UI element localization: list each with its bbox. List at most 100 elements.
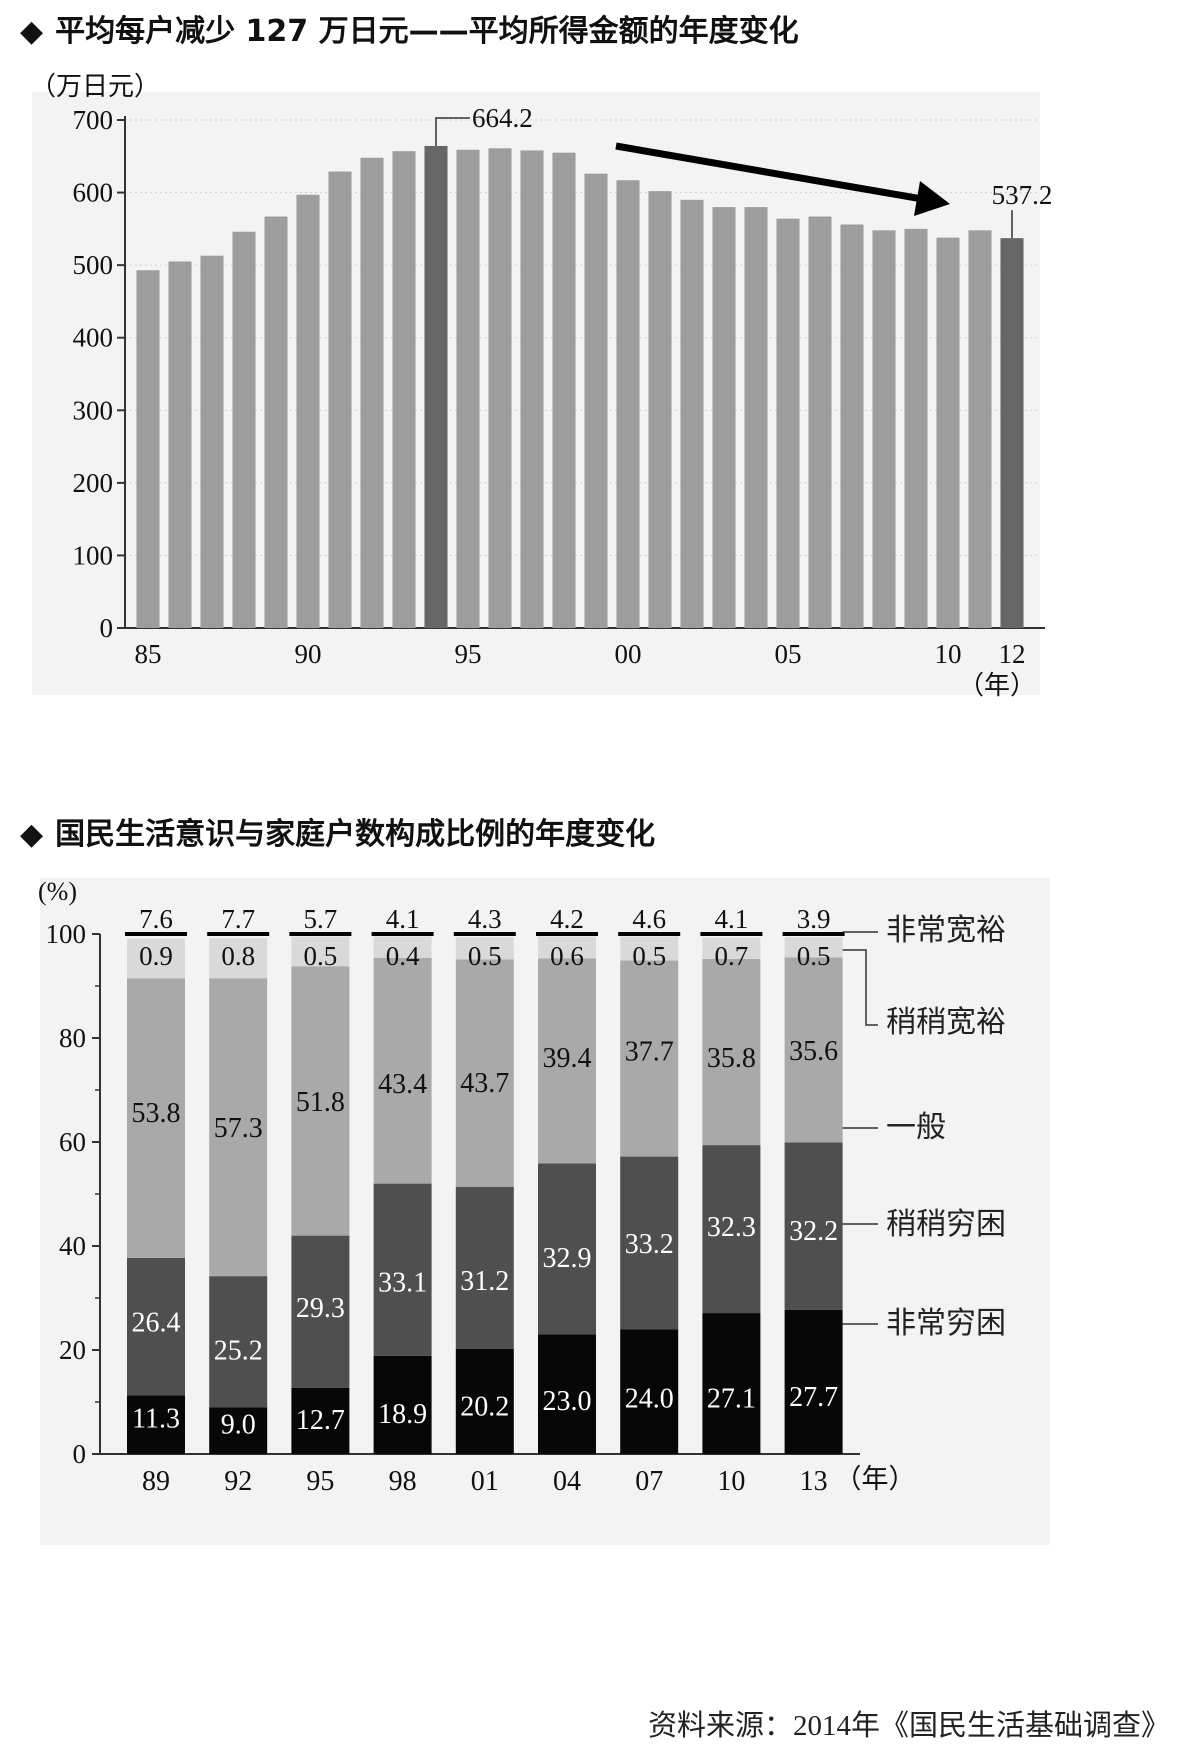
bar-segment-very-poor bbox=[784, 1309, 843, 1454]
bar-segment-average bbox=[784, 957, 843, 1143]
source-note: 资料来源：2014年《国民生活基础调查》 bbox=[647, 1710, 1170, 1742]
bar bbox=[616, 180, 640, 628]
bar bbox=[872, 230, 896, 628]
bar-segment-very-poor bbox=[455, 1348, 514, 1454]
x-tick-label: 85 bbox=[135, 639, 162, 669]
bar-segment-very-poor bbox=[620, 1329, 679, 1454]
x-tick-label: 89 bbox=[142, 1466, 170, 1497]
bar-segment-average bbox=[702, 958, 761, 1146]
bar-segment-somewhat-well-off bbox=[455, 937, 514, 960]
bar bbox=[264, 216, 288, 628]
x-tick-label: 04 bbox=[553, 1466, 581, 1497]
bar bbox=[680, 199, 704, 629]
bar-segment-somewhat-poor bbox=[127, 1257, 185, 1396]
x-tick-label: 92 bbox=[224, 1466, 252, 1497]
bar bbox=[488, 148, 512, 628]
x-tick-label: 13 bbox=[800, 1466, 828, 1497]
y-axis-unit-label: (%) bbox=[38, 877, 77, 906]
legend-label-very-poor: 非常穷困 bbox=[886, 1307, 1006, 1340]
value-label-very-well-off: 0.5 bbox=[304, 941, 338, 971]
value-label-very-well-off: 0.8 bbox=[221, 941, 255, 971]
x-axis-unit-label: （年） bbox=[835, 1464, 916, 1494]
diamond-bullet-icon: ◆ bbox=[20, 14, 44, 49]
chart1-title: ◆ 平均每户减少 127 万日元——平均所得金额的年度变化 bbox=[20, 6, 799, 50]
y-tick-label: 20 bbox=[59, 1335, 86, 1365]
bar bbox=[968, 230, 992, 628]
x-tick-label: 95 bbox=[306, 1466, 334, 1497]
value-label-very-poor: 27.1 bbox=[707, 1384, 756, 1415]
peak-value-label: 664.2 bbox=[472, 103, 533, 133]
x-tick-label: 01 bbox=[471, 1466, 499, 1497]
bar-segment-average bbox=[620, 960, 679, 1157]
bar-segment-somewhat-well-off bbox=[784, 937, 843, 958]
x-tick-label: 07 bbox=[635, 1466, 663, 1497]
value-label-somewhat-poor: 26.4 bbox=[132, 1308, 181, 1339]
x-tick-label: 90 bbox=[295, 639, 322, 669]
value-label-very-poor: 12.7 bbox=[296, 1405, 345, 1436]
value-label-somewhat-poor: 33.2 bbox=[625, 1229, 674, 1260]
y-tick-label: 0 bbox=[73, 1439, 87, 1469]
value-label-somewhat-well-off: 4.3 bbox=[468, 904, 502, 934]
bar bbox=[584, 173, 608, 628]
value-label-average: 51.8 bbox=[296, 1087, 345, 1118]
bar-segment-average bbox=[291, 966, 350, 1236]
legend-label-average: 一般 bbox=[886, 1111, 946, 1144]
value-label-somewhat-well-off: 4.6 bbox=[632, 904, 666, 934]
life-consciousness-stacked-chart: 0 20 40 60 80 100 (%) 11.3 26.4 53.8 7.6 0.9 89 9.0 25… bbox=[38, 877, 1050, 1545]
bar bbox=[360, 157, 384, 629]
value-label-somewhat-poor: 32.3 bbox=[707, 1212, 756, 1243]
bar-segment-somewhat-poor bbox=[209, 1276, 268, 1408]
legend-label-very-well-off: 非常宽裕 bbox=[886, 914, 1006, 947]
value-label-very-poor: 27.7 bbox=[789, 1382, 838, 1413]
y-tick-label: 500 bbox=[73, 250, 114, 280]
y-tick-label: 80 bbox=[59, 1023, 86, 1053]
bar bbox=[808, 216, 832, 628]
bar-segment-somewhat-well-off bbox=[209, 938, 268, 979]
value-label-somewhat-poor: 33.1 bbox=[378, 1268, 427, 1299]
bar bbox=[136, 270, 160, 628]
chart1-title-text: 平均每户减少 127 万日元——平均所得金额的年度变化 bbox=[55, 14, 799, 49]
x-tick-label: 12 bbox=[999, 639, 1026, 669]
y-tick-label: 100 bbox=[46, 919, 87, 949]
bar-segment-very-poor bbox=[538, 1334, 596, 1454]
y-tick-label: 100 bbox=[73, 540, 114, 570]
x-tick-label: 10 bbox=[935, 639, 962, 669]
value-label-somewhat-well-off: 4.2 bbox=[550, 904, 584, 934]
bar bbox=[168, 261, 192, 628]
bar bbox=[648, 191, 672, 628]
bar-segment-very-poor bbox=[291, 1387, 350, 1454]
bar-segment-somewhat-poor bbox=[702, 1145, 761, 1314]
value-label-very-well-off: 0.7 bbox=[715, 941, 749, 971]
bar bbox=[552, 152, 576, 628]
x-tick-label: 05 bbox=[775, 639, 802, 669]
x-axis-unit-label: （年） bbox=[958, 671, 1036, 700]
chart2-title: ◆ 国民生活意识与家庭户数构成比例的年度变化 bbox=[20, 809, 655, 853]
diamond-bullet-icon: ◆ bbox=[20, 817, 44, 852]
value-label-somewhat-well-off: 4.1 bbox=[386, 904, 420, 934]
bar bbox=[520, 150, 544, 629]
bar bbox=[424, 145, 448, 628]
bar-segment-somewhat-well-off bbox=[127, 938, 185, 979]
y-tick-label: 0 bbox=[100, 613, 114, 643]
value-label-average: 53.8 bbox=[132, 1098, 181, 1129]
value-label-average: 39.4 bbox=[543, 1043, 592, 1074]
value-label-average: 37.7 bbox=[625, 1037, 674, 1068]
value-label-average: 35.6 bbox=[789, 1036, 838, 1067]
bar-segment-average bbox=[538, 958, 596, 1164]
peak-callout-line bbox=[435, 117, 470, 146]
bar-segment-average bbox=[373, 957, 432, 1184]
value-label-somewhat-well-off: 7.6 bbox=[139, 904, 173, 934]
bar-segment-average bbox=[455, 959, 514, 1187]
y-tick-label: 60 bbox=[59, 1127, 86, 1157]
bar-segment-somewhat-poor bbox=[784, 1142, 843, 1310]
bar-segment-somewhat-poor bbox=[455, 1186, 514, 1349]
value-label-very-well-off: 0.5 bbox=[468, 941, 502, 971]
value-label-somewhat-poor: 31.2 bbox=[460, 1266, 509, 1297]
value-label-somewhat-well-off: 4.1 bbox=[715, 904, 749, 934]
bar-segment-somewhat-poor bbox=[620, 1156, 679, 1330]
value-label-very-well-off: 0.6 bbox=[550, 941, 584, 971]
value-label-average: 57.3 bbox=[214, 1113, 263, 1144]
x-tick-label: 98 bbox=[389, 1466, 417, 1497]
bar-segment-somewhat-well-off bbox=[538, 936, 596, 959]
bar bbox=[776, 218, 800, 628]
